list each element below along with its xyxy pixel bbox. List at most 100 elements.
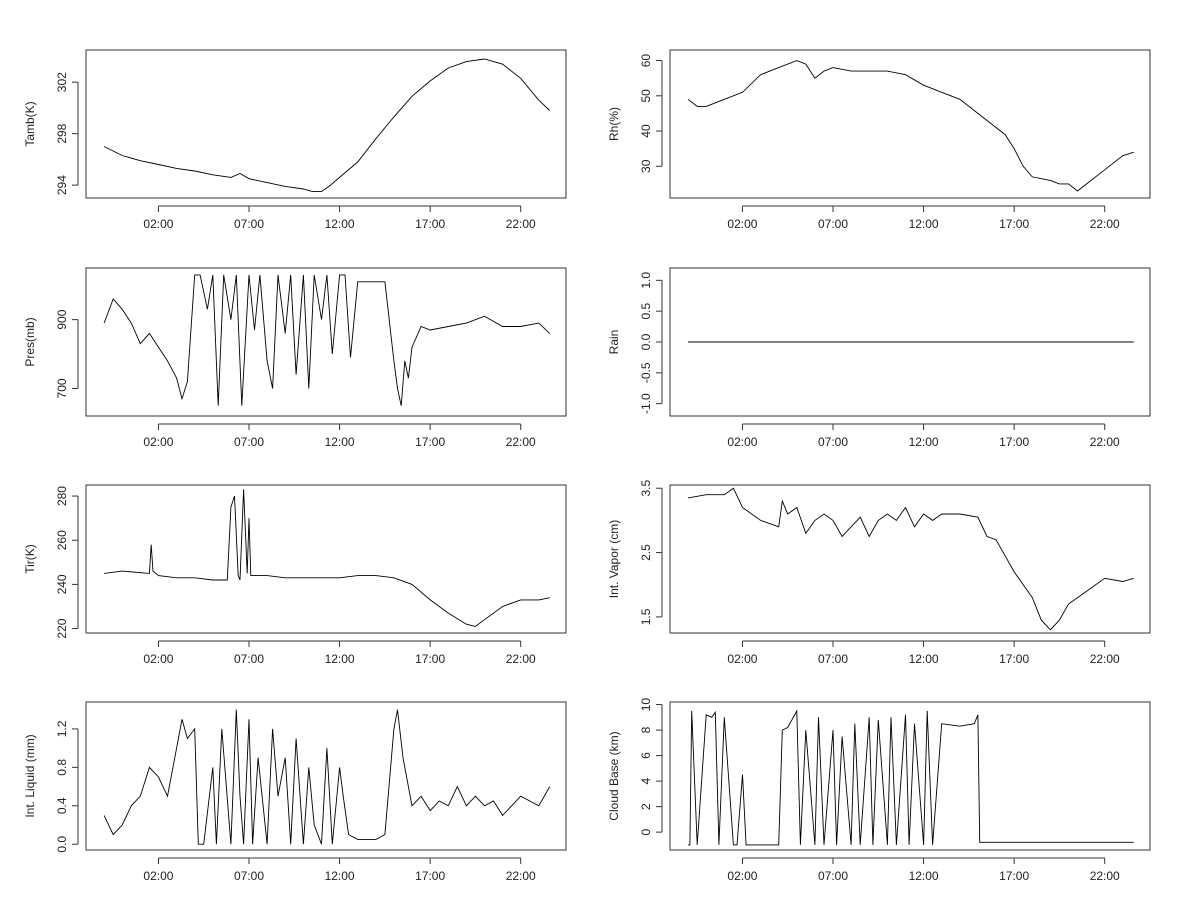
x-tick-label: 02:00 xyxy=(143,869,173,883)
y-tick-label: -1.0 xyxy=(639,393,653,414)
y-axis-vapor: 1.5 2.5 3.5 xyxy=(639,480,663,625)
x-tick-label: 12:00 xyxy=(325,435,355,449)
y-axis-rh: 30 40 50 60 xyxy=(639,54,663,173)
y-tick-label: 1.0 xyxy=(639,272,653,289)
y-tick-label: 10 xyxy=(639,698,653,712)
y-tick-label: 298 xyxy=(55,123,69,143)
panel-frame xyxy=(85,701,567,851)
y-axis-tamb: 294 298 302 xyxy=(55,72,79,195)
y-tick-label: 0.5 xyxy=(639,303,653,320)
y-tick-label: 280 xyxy=(55,486,69,506)
x-tick-label: 02:00 xyxy=(727,652,757,666)
x-tick-label: 02:00 xyxy=(143,435,173,449)
y-tick-label: 302 xyxy=(55,72,69,92)
x-tick-label: 17:00 xyxy=(415,435,445,449)
y-tick-label: 700 xyxy=(55,378,69,398)
x-tick-label: 17:00 xyxy=(999,435,1029,449)
y-axis-label-tir: Tir(K) xyxy=(23,544,37,574)
y-tick-label: 294 xyxy=(55,175,69,195)
y-tick-label: 3.5 xyxy=(639,480,653,497)
panel-tir: 02:00 07:00 12:00 17:00 22:00 220 240 260 280 Tir… xyxy=(23,484,567,666)
x-tick-label: 07:00 xyxy=(818,217,848,231)
y-tick-label: 40 xyxy=(639,124,653,138)
y-tick-label: 240 xyxy=(55,574,69,594)
x-tick-label: 17:00 xyxy=(999,217,1029,231)
x-axis-pres: 02:00 07:00 12:00 17:00 22:00 xyxy=(143,423,536,449)
y-axis-pres: 700 900 xyxy=(55,309,79,398)
x-tick-label: 22:00 xyxy=(1090,652,1120,666)
x-tick-label: 22:00 xyxy=(506,217,536,231)
y-tick-label: 4 xyxy=(639,777,653,784)
y-tick-label: 0.0 xyxy=(55,836,69,853)
x-tick-label: 07:00 xyxy=(234,435,264,449)
x-axis-vapor: 02:00 07:00 12:00 17:00 22:00 xyxy=(727,640,1120,666)
x-axis-cloud: 02:00 07:00 12:00 17:00 22:00 xyxy=(727,857,1120,883)
y-axis-rain: -1.0 -0.5 0.0 0.5 1.0 xyxy=(639,272,663,414)
panel-rh: 02:00 07:00 12:00 17:00 22:00 30 40 50 60 Rh(%) xyxy=(607,49,1151,231)
y-axis-label-tamb: Tamb(K) xyxy=(23,101,37,146)
x-tick-label: 12:00 xyxy=(909,435,939,449)
y-axis-cloud: 0 2 4 6 8 10 xyxy=(639,698,663,835)
series-line-tamb xyxy=(103,58,551,193)
x-tick-label: 07:00 xyxy=(818,652,848,666)
y-tick-label: 2 xyxy=(639,803,653,810)
y-axis-label-liquid: Int. Liquid (mm) xyxy=(23,734,37,817)
panel-pres: 02:00 07:00 12:00 17:00 22:00 700 900 Pres(mb) xyxy=(23,267,567,449)
panel-rain: 02:00 07:00 12:00 17:00 22:00 -1.0 -0.5 0.0 0.5 1… xyxy=(607,267,1151,449)
panel-frame xyxy=(85,484,567,634)
panel-vapor: 02:00 07:00 12:00 17:00 22:00 1.5 2.5 3.5 Int. V… xyxy=(607,480,1151,666)
y-tick-label: 8 xyxy=(639,726,653,733)
x-tick-label: 22:00 xyxy=(1090,217,1120,231)
y-tick-label: 1.2 xyxy=(55,720,69,737)
x-tick-label: 17:00 xyxy=(415,652,445,666)
series-line-vapor xyxy=(688,487,1134,631)
y-tick-label: 0.0 xyxy=(639,333,653,350)
x-tick-label: 12:00 xyxy=(325,869,355,883)
x-axis-rain: 02:00 07:00 12:00 17:00 22:00 xyxy=(727,423,1120,449)
y-tick-label: 50 xyxy=(639,89,653,103)
y-axis-tir: 220 240 260 280 xyxy=(55,486,79,639)
x-tick-label: 07:00 xyxy=(234,217,264,231)
y-axis-label-rh: Rh(%) xyxy=(607,107,621,141)
y-axis-label-pres: Pres(mb) xyxy=(23,317,37,366)
y-tick-label: 0.8 xyxy=(55,759,69,776)
x-tick-label: 12:00 xyxy=(325,652,355,666)
x-tick-label: 22:00 xyxy=(506,869,536,883)
x-tick-label: 22:00 xyxy=(506,652,536,666)
panel-frame xyxy=(669,49,1151,199)
x-axis-tamb: 02:00 07:00 12:00 17:00 22:00 xyxy=(143,205,536,231)
x-tick-label: 12:00 xyxy=(909,652,939,666)
x-tick-label: 07:00 xyxy=(234,869,264,883)
y-tick-label: 260 xyxy=(55,530,69,550)
y-tick-label: 30 xyxy=(639,159,653,173)
y-axis-label-cloud: Cloud Base (km) xyxy=(607,731,621,820)
series-line-cloud xyxy=(688,709,1134,846)
x-tick-label: 17:00 xyxy=(999,652,1029,666)
x-tick-label: 12:00 xyxy=(909,869,939,883)
panel-frame xyxy=(669,701,1151,851)
x-tick-label: 02:00 xyxy=(727,217,757,231)
panel-frame xyxy=(669,267,1151,417)
x-tick-label: 17:00 xyxy=(415,869,445,883)
x-axis-liquid: 02:00 07:00 12:00 17:00 22:00 xyxy=(143,857,536,883)
series-line-pres xyxy=(103,274,551,406)
y-tick-label: -0.5 xyxy=(639,362,653,383)
x-tick-label: 22:00 xyxy=(1090,869,1120,883)
x-tick-label: 07:00 xyxy=(234,652,264,666)
panel-tamb: 02:00 07:00 12:00 17:00 22:00 294 298 302 Tamb(K… xyxy=(23,49,567,231)
panel-frame xyxy=(85,267,567,417)
x-tick-label: 02:00 xyxy=(727,869,757,883)
x-tick-label: 12:00 xyxy=(909,217,939,231)
x-tick-label: 12:00 xyxy=(325,217,355,231)
y-tick-label: 0.4 xyxy=(55,797,69,814)
y-axis-liquid: 0.0 0.4 0.8 1.2 xyxy=(55,720,79,853)
x-tick-label: 02:00 xyxy=(143,217,173,231)
y-axis-label-vapor: Int. Vapor (cm) xyxy=(607,520,621,598)
x-tick-label: 02:00 xyxy=(143,652,173,666)
y-tick-label: 6 xyxy=(639,752,653,759)
series-line-liquid xyxy=(103,709,551,845)
x-tick-label: 17:00 xyxy=(999,869,1029,883)
y-axis-label-rain: Rain xyxy=(607,330,621,355)
series-line-tir xyxy=(104,489,550,627)
y-tick-label: 60 xyxy=(639,54,653,68)
